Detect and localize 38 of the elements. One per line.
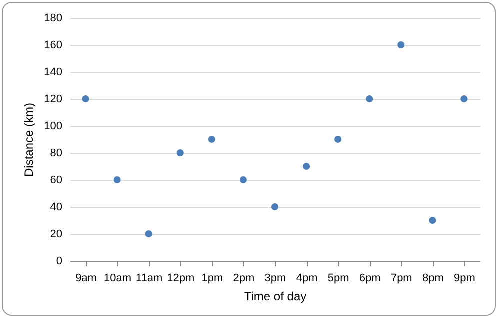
y-tick-label: 0: [56, 256, 62, 268]
y-tick-label: 40: [50, 202, 62, 214]
point: [145, 230, 152, 238]
point: [176, 149, 184, 157]
x-tick-label: 4pm: [296, 272, 318, 284]
point: [429, 216, 436, 224]
x-tick-label: 6pm: [359, 272, 381, 284]
x-tick-label: 2pm: [233, 272, 255, 284]
x-tick-label: 5pm: [328, 272, 350, 284]
x-tick-label: 10am: [104, 272, 132, 284]
point: [303, 162, 310, 170]
y-tick-label: 120: [44, 94, 62, 106]
point: [366, 95, 374, 103]
y-axis-title: Distance (km): [22, 102, 36, 178]
y-tick-label: 80: [50, 148, 62, 160]
x-tick-label: 12pm: [167, 272, 195, 284]
point: [82, 95, 90, 103]
point: [114, 176, 121, 184]
point: [271, 203, 279, 211]
y-tick-label: 160: [44, 40, 62, 52]
point: [334, 136, 342, 144]
y-tick-label: 100: [44, 120, 62, 132]
y-tick-label: 180: [44, 12, 62, 24]
x-tick-label: 9am: [76, 272, 97, 284]
x-tick-label: 1pm: [202, 272, 224, 284]
x-tick-label: 3pm: [264, 272, 286, 284]
x-tick-label: 9pm: [454, 272, 476, 284]
y-tick-label: 60: [50, 174, 62, 186]
x-tick-label: 11am: [136, 272, 163, 284]
y-tick-label: 140: [44, 66, 62, 78]
x-tick-label: 7pm: [390, 272, 412, 284]
x-axis-title: Time of day: [244, 290, 307, 304]
y-tick-label: 20: [50, 228, 62, 240]
point: [398, 41, 405, 49]
x-tick-label: 8pm: [422, 272, 444, 284]
point: [460, 95, 468, 103]
point: [208, 136, 216, 144]
point: [240, 176, 247, 184]
